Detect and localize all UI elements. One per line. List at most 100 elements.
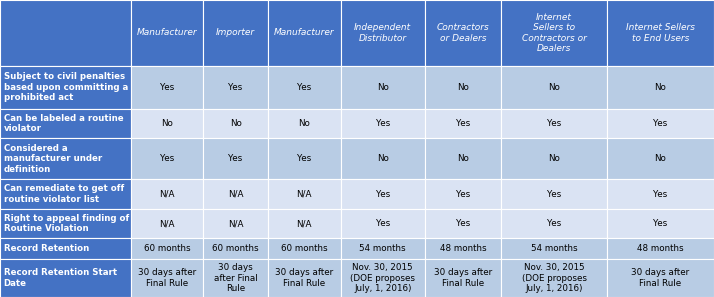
Bar — [0, 138, 131, 179]
Bar — [131, 179, 203, 209]
Bar — [425, 209, 501, 238]
Text: N/A: N/A — [228, 219, 243, 228]
Text: Yes: Yes — [160, 154, 174, 163]
Text: 48 months: 48 months — [637, 244, 684, 253]
Text: 60 months: 60 months — [281, 244, 328, 253]
Bar — [268, 0, 341, 66]
Bar — [341, 138, 425, 179]
Bar — [607, 209, 714, 238]
Bar — [341, 209, 425, 238]
Text: Yes: Yes — [456, 219, 470, 228]
Text: Nov. 30, 2015
(DOE proposes
July, 1, 2016): Nov. 30, 2015 (DOE proposes July, 1, 201… — [521, 263, 587, 293]
Bar — [0, 259, 131, 297]
Bar — [341, 108, 425, 138]
Bar — [607, 0, 714, 66]
Text: No: No — [298, 119, 310, 128]
Text: Yes: Yes — [376, 119, 390, 128]
Bar — [131, 66, 203, 108]
Bar — [203, 179, 268, 209]
Bar — [607, 138, 714, 179]
Text: Yes: Yes — [653, 189, 668, 199]
Bar — [341, 179, 425, 209]
Text: No: No — [548, 83, 560, 92]
Text: 30 days
after Final
Rule: 30 days after Final Rule — [213, 263, 258, 293]
Bar — [501, 259, 607, 297]
Bar — [203, 238, 268, 259]
Text: Importer: Importer — [216, 29, 255, 37]
Text: N/A: N/A — [296, 189, 312, 199]
Text: Yes: Yes — [456, 119, 470, 128]
Text: Yes: Yes — [653, 219, 668, 228]
Bar — [268, 209, 341, 238]
Bar — [131, 238, 203, 259]
Text: N/A: N/A — [159, 189, 175, 199]
Bar — [425, 138, 501, 179]
Text: Yes: Yes — [376, 189, 390, 199]
Text: Yes: Yes — [160, 83, 174, 92]
Text: Internet
Sellers to
Contractors or
Dealers: Internet Sellers to Contractors or Deale… — [522, 13, 586, 53]
Bar — [501, 238, 607, 259]
Text: Can remediate to get off
routine violator list: Can remediate to get off routine violato… — [4, 184, 124, 204]
Bar — [268, 179, 341, 209]
Bar — [268, 66, 341, 108]
Text: 30 days after
Final Rule: 30 days after Final Rule — [434, 268, 492, 288]
Text: No: No — [377, 83, 388, 92]
Text: No: No — [548, 154, 560, 163]
Text: Manufacturer: Manufacturer — [274, 29, 334, 37]
Text: Yes: Yes — [547, 189, 561, 199]
Bar — [0, 108, 131, 138]
Text: Record Retention Start
Date: Record Retention Start Date — [4, 268, 116, 288]
Bar — [341, 259, 425, 297]
Text: Nov. 30, 2015
(DOE proposes
July, 1, 2016): Nov. 30, 2015 (DOE proposes July, 1, 201… — [350, 263, 416, 293]
Text: 54 months: 54 months — [359, 244, 406, 253]
Text: No: No — [457, 154, 469, 163]
Text: Internet Sellers
to End Users: Internet Sellers to End Users — [626, 23, 695, 42]
Bar — [607, 108, 714, 138]
Text: Manufacturer: Manufacturer — [137, 29, 197, 37]
Text: No: No — [655, 154, 666, 163]
Text: Yes: Yes — [547, 219, 561, 228]
Text: No: No — [457, 83, 469, 92]
Bar — [607, 238, 714, 259]
Bar — [425, 238, 501, 259]
Bar — [131, 108, 203, 138]
Text: N/A: N/A — [159, 219, 175, 228]
Bar — [501, 138, 607, 179]
Text: Yes: Yes — [228, 154, 243, 163]
Text: 54 months: 54 months — [531, 244, 578, 253]
Text: Yes: Yes — [228, 83, 243, 92]
Bar — [203, 209, 268, 238]
Text: Yes: Yes — [547, 119, 561, 128]
Text: Contractors
or Dealers: Contractors or Dealers — [437, 23, 489, 42]
Text: 30 days after
Final Rule: 30 days after Final Rule — [138, 268, 196, 288]
Text: No: No — [377, 154, 388, 163]
Bar — [268, 259, 341, 297]
Bar — [131, 0, 203, 66]
Text: 60 months: 60 months — [144, 244, 191, 253]
Bar — [607, 66, 714, 108]
Text: Considered a
manufacturer under
definition: Considered a manufacturer under definiti… — [4, 144, 102, 173]
Bar — [607, 179, 714, 209]
Bar — [203, 0, 268, 66]
Bar — [341, 238, 425, 259]
Bar — [203, 108, 268, 138]
Text: Subject to civil penalties
based upon committing a
prohibited act: Subject to civil penalties based upon co… — [4, 72, 128, 102]
Bar — [0, 209, 131, 238]
Text: N/A: N/A — [296, 219, 312, 228]
Text: 48 months: 48 months — [440, 244, 486, 253]
Bar — [131, 209, 203, 238]
Bar — [425, 179, 501, 209]
Text: No: No — [655, 83, 666, 92]
Text: Yes: Yes — [376, 219, 390, 228]
Bar — [501, 66, 607, 108]
Text: 30 days after
Final Rule: 30 days after Final Rule — [631, 268, 690, 288]
Text: No: No — [230, 119, 241, 128]
Bar — [501, 179, 607, 209]
Bar — [341, 0, 425, 66]
Text: Independent
Distributor: Independent Distributor — [354, 23, 411, 42]
Bar — [607, 259, 714, 297]
Bar — [0, 179, 131, 209]
Bar — [501, 0, 607, 66]
Bar — [0, 66, 131, 108]
Text: N/A: N/A — [228, 189, 243, 199]
